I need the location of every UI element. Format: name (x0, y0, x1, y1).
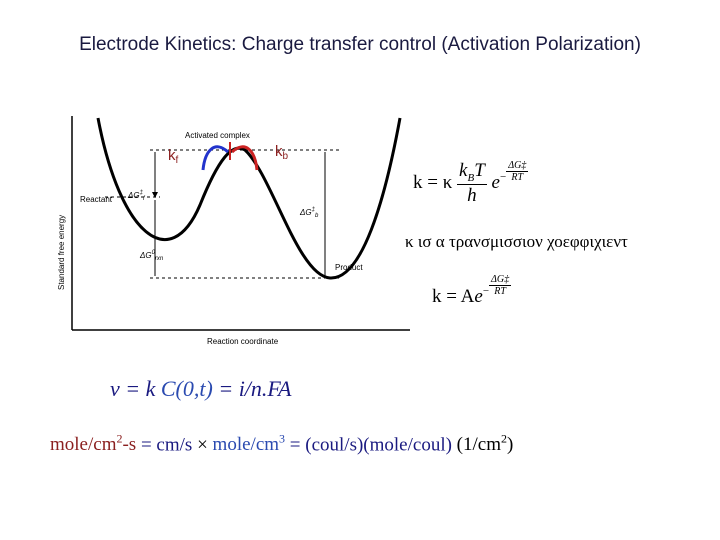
units-equation: mole/cm2-s = cm/s × mole/cm3 = (coul/s)(… (50, 432, 513, 456)
units-part: mole/cm2-s (50, 432, 137, 456)
eq2-exp-den: RT (494, 286, 506, 297)
rate-part: = (212, 376, 239, 401)
dg-rxn-sup: 0 (152, 250, 156, 256)
kb-sub: b (283, 151, 289, 162)
eq2-exp: ΔG‡ RT (489, 274, 512, 297)
dg-b-main: ΔG (299, 208, 312, 217)
forward-arrow (201, 145, 230, 171)
units-text: mole/cm (50, 434, 117, 456)
units-rest: -s (122, 434, 137, 456)
units-text: mole/cm (212, 434, 280, 456)
units-part: mole/cm3 (212, 432, 286, 456)
units-part: = cm/s (136, 434, 192, 455)
units-part: = (coul/s)(mole/coul) (285, 434, 452, 455)
eq2-base: e (474, 286, 483, 307)
rate-part: v = k (110, 376, 161, 401)
units-sup: 3 (279, 432, 286, 446)
units-text: (1/cm (451, 434, 501, 456)
eq1-den: h (467, 185, 477, 207)
units-text: = (coul/s)(mole/coul) (285, 434, 452, 456)
eq1-fraction: kBT h (457, 160, 487, 207)
eq1-exp: ΔG‡ RT (506, 160, 529, 183)
dg-rxn: ΔG0rxn (139, 250, 164, 262)
units-text: = cm/s (136, 434, 193, 456)
product: Product (335, 263, 363, 272)
reactant: Reactant (80, 195, 113, 204)
rate-part: C(0,t) (160, 376, 213, 401)
dg-f-main: ΔG (127, 191, 140, 200)
equation-1: k = κ kBT h e− ΔG‡ RT (413, 160, 529, 207)
backward-arrow (230, 145, 259, 171)
units-text: × (192, 434, 213, 456)
dg-rxn-main: ΔG (139, 251, 152, 260)
eq1-exp-sign: − (499, 171, 507, 183)
dg-b-sub: b (315, 213, 319, 219)
y-axis-label: Standard free energy (57, 215, 66, 290)
units-rest: ) (507, 434, 514, 456)
kf-main: k (168, 147, 176, 164)
x-axis-label: Reaction coordinate (207, 337, 279, 346)
rate-part: i/n.FA (238, 376, 292, 401)
rate-equation: v = k C(0,t) = i/n.FA (110, 376, 291, 402)
activated-complex: Activated complex (185, 131, 250, 140)
units-part: × (192, 434, 212, 455)
eq1-num-sub: B (467, 172, 475, 185)
eq1-exp-num: ΔG‡ (506, 160, 529, 172)
dg-f-sub: f (143, 196, 146, 202)
eq2-exp-sign: − (482, 285, 490, 297)
eq1-lhs: k = κ (413, 172, 453, 193)
eq1-num-rest: T (474, 160, 485, 182)
units-sup: 2 (501, 432, 507, 446)
units-sup: 2 (116, 432, 123, 446)
eq2-exp-num: ΔG‡ (489, 274, 512, 286)
note: κ ισ α τρανσμισσιον χοεφφιχιεντ (405, 232, 628, 251)
slide-title: Electrode Kinetics: Charge transfer cont… (79, 34, 641, 55)
eq1-exp-den: RT (511, 172, 524, 183)
equation-2: k = Ae− ΔG‡ RT (432, 274, 512, 308)
energy-curve (96, 117, 402, 280)
kf-label: kf (168, 147, 179, 166)
dg-f-sup: ‡ (140, 190, 144, 196)
dg-b-sup: ‡ (312, 207, 316, 213)
dg-f: ΔG‡f (127, 190, 146, 202)
eq2-lhs: k = A (432, 286, 475, 307)
units-part: (1/cm2) (451, 432, 514, 456)
dg-rxn-sub: rxn (155, 256, 164, 262)
kb-main: k (275, 143, 283, 160)
kb-label: kb (275, 143, 289, 162)
kf-sub: f (176, 155, 179, 166)
eq1-base: e (491, 172, 500, 193)
eq1-num: k (459, 160, 468, 182)
dg-b: ΔG‡b (299, 207, 319, 219)
